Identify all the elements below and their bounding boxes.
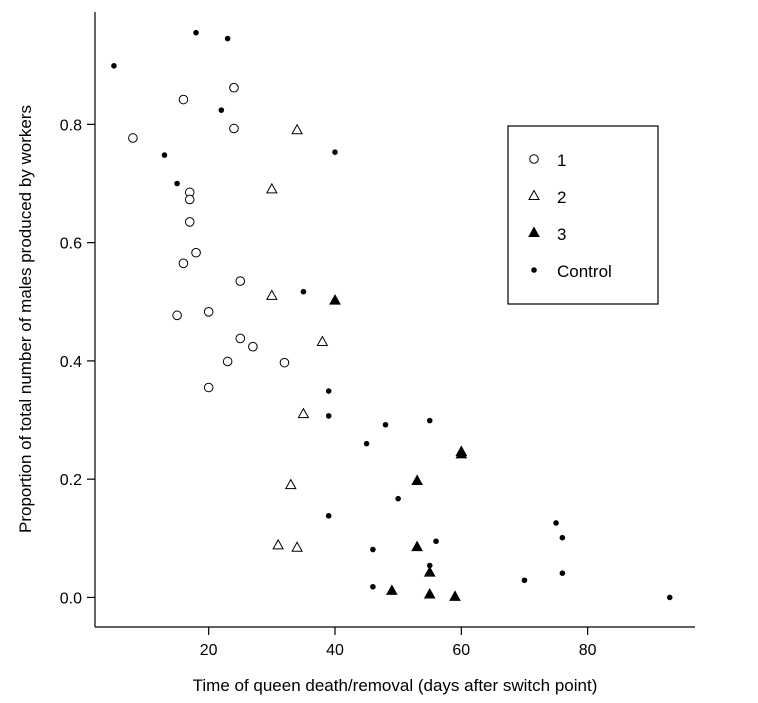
data-point <box>235 276 246 286</box>
data-point <box>172 310 182 321</box>
data-point <box>224 35 231 42</box>
data-point <box>325 513 332 519</box>
data-point <box>174 180 180 187</box>
data-point <box>423 566 436 577</box>
data-point <box>521 577 528 584</box>
data-point <box>248 341 258 352</box>
data-point <box>385 584 398 595</box>
data-point <box>325 413 332 419</box>
data-point <box>411 474 423 485</box>
data-point <box>433 538 439 545</box>
data-point <box>332 149 338 155</box>
data-point <box>329 294 341 305</box>
y-axis-title: Proportion of total number of males prod… <box>16 105 35 533</box>
x-axis-title: Time of queen death/removal (days after … <box>193 676 598 695</box>
data-point <box>265 289 278 300</box>
data-point <box>411 540 423 552</box>
data-point <box>265 182 278 194</box>
y-tick-label: 0.6 <box>60 236 82 253</box>
x-tick-label: 60 <box>452 642 470 659</box>
data-point <box>426 562 433 569</box>
data-point <box>423 587 436 599</box>
data-point <box>449 590 461 601</box>
legend-label: Control <box>557 262 612 281</box>
legend-marker <box>529 154 539 164</box>
legend-label: 3 <box>557 225 566 244</box>
data-point <box>455 447 468 459</box>
x-tick-label: 80 <box>579 642 597 659</box>
legend-marker <box>531 267 537 273</box>
data-point <box>191 247 201 258</box>
data-point <box>279 357 290 368</box>
data-point <box>184 217 195 227</box>
data-point <box>111 63 117 69</box>
data-point <box>291 541 303 552</box>
y-ticks: 0.0 0.2 0.4 0.6 0.8 <box>60 117 95 607</box>
data-points <box>111 29 673 601</box>
data-point <box>300 288 307 295</box>
data-point <box>297 407 310 419</box>
data-point <box>178 94 189 105</box>
legend-marker <box>528 189 540 200</box>
data-point <box>161 152 168 158</box>
data-point <box>235 333 246 344</box>
data-point <box>370 583 376 590</box>
data-point <box>178 258 189 269</box>
data-point <box>203 382 214 393</box>
y-tick-label: 0.0 <box>60 590 82 607</box>
legend-label: 2 <box>557 188 566 207</box>
legend-label: 1 <box>557 151 566 170</box>
data-point <box>272 538 285 550</box>
data-point <box>426 417 433 424</box>
legend: 1 2 3 Control <box>507 125 659 305</box>
data-point <box>193 29 199 36</box>
x-tick-label: 20 <box>200 642 218 659</box>
data-point <box>184 194 195 205</box>
data-point <box>316 335 329 346</box>
data-point <box>203 307 214 317</box>
data-point <box>229 82 239 93</box>
data-point <box>559 570 566 576</box>
data-point <box>128 133 138 143</box>
legend-marker <box>528 226 540 237</box>
series-control <box>111 29 673 601</box>
data-point <box>325 388 332 394</box>
data-point <box>382 421 389 428</box>
data-point <box>222 356 233 367</box>
data-point <box>553 520 559 526</box>
axes <box>94 12 695 628</box>
data-point <box>370 546 376 553</box>
data-point <box>559 534 566 541</box>
series-3 <box>329 294 468 601</box>
series-2 <box>265 123 329 552</box>
data-point <box>666 594 673 601</box>
series-1 <box>128 82 290 393</box>
y-tick-label: 0.8 <box>60 117 82 134</box>
data-point <box>291 123 303 135</box>
x-tick-label: 40 <box>326 642 344 659</box>
y-tick-label: 0.4 <box>60 354 82 371</box>
data-point <box>395 495 401 502</box>
data-point <box>229 123 239 134</box>
x-ticks: 20 40 60 80 <box>200 627 597 659</box>
data-point <box>284 478 297 490</box>
y-tick-label: 0.2 <box>60 472 82 489</box>
data-point <box>363 440 370 447</box>
data-point <box>218 107 225 113</box>
